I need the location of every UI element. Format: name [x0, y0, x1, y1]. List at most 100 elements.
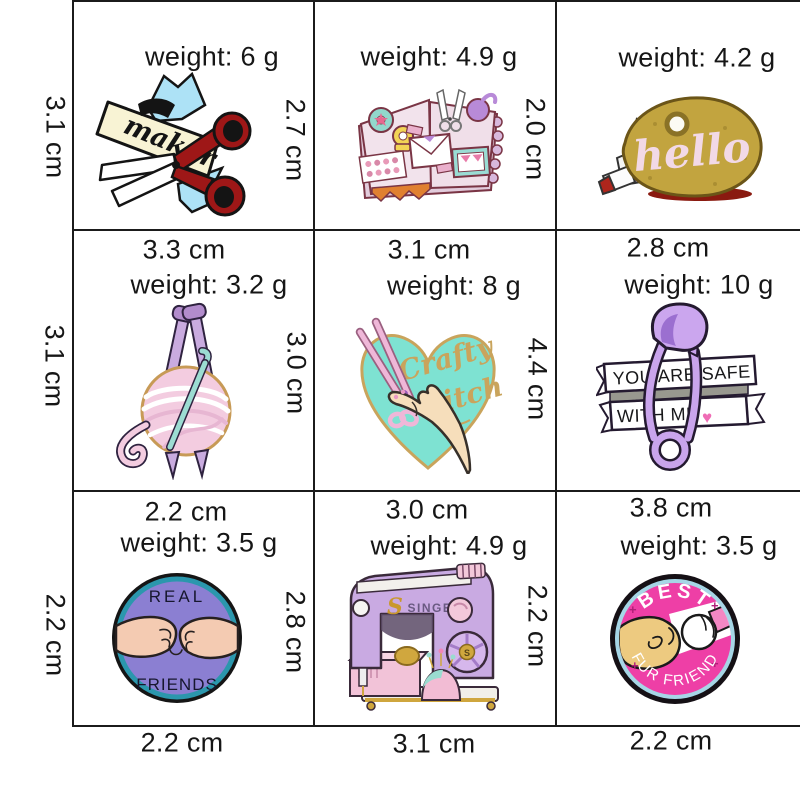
safety-pin-pin-image: YOU ARE SAFE WITH ME ♥: [596, 302, 766, 471]
banner-fold: [138, 98, 175, 118]
washi-strip: [405, 123, 424, 137]
yarn-hook: [481, 93, 498, 104]
badge-text-top: REAL: [149, 587, 205, 606]
real-friends-pin-image: REAL FRIENDS: [112, 573, 242, 703]
scissor-handle-hole: [214, 186, 234, 208]
row-height-label: 3.1 cm: [39, 324, 70, 408]
paw-toes: [700, 615, 715, 638]
badge-face: [112, 573, 242, 703]
craft-journal-pin-image: [357, 88, 504, 203]
machine-foot: [486, 701, 496, 711]
grid-line-top: [72, 0, 800, 2]
yarn-strands: [141, 385, 231, 449]
needle-bar: [358, 667, 368, 687]
machine-foot: [366, 701, 376, 711]
svg-text:+: +: [629, 602, 637, 617]
palette-speckles: [648, 122, 747, 186]
hand: [387, 384, 472, 474]
height-label: 2.8 cm: [280, 590, 311, 674]
row-height-label: 3.1 cm: [40, 95, 71, 179]
svg-text:+: +: [631, 658, 639, 673]
pin-wire: [643, 340, 703, 471]
top-strip: [356, 572, 472, 594]
fist-right: [178, 616, 240, 660]
pin-clasp: [651, 302, 709, 352]
yarn-knitting-pin-image: [116, 302, 232, 480]
fist-knuckle: [668, 627, 675, 645]
washi-strip: [435, 161, 454, 174]
needle-tip: [193, 448, 210, 480]
weight-label: weight: 4.9 g: [370, 530, 528, 561]
tape-dispenser-hole: [398, 131, 408, 141]
height-label: 3.0 cm: [281, 331, 312, 415]
weight-label: weight: 3.2 g: [130, 269, 288, 300]
width-label: 2.2 cm: [144, 496, 228, 527]
hello-palette-pin-image: hello: [597, 96, 763, 201]
singer-machine-pin-image: S SINGER S: [347, 562, 499, 711]
pincushion: [420, 648, 462, 701]
width-label: 2.2 cm: [140, 727, 224, 758]
height-label: 2.7 cm: [280, 98, 311, 182]
tension-dial: [352, 599, 370, 617]
best-fur-friend-pin-image: + + + + BEST FUR FRIEND: [610, 574, 740, 704]
weight-label: weight: 6 g: [145, 41, 279, 72]
badge-text-bottom: FRIENDS: [136, 675, 218, 694]
width-label: 3.1 cm: [392, 728, 476, 759]
fingernail: [400, 389, 406, 395]
palette-card: [358, 150, 408, 184]
weight-label: weight: 8 g: [387, 270, 521, 301]
width-label: 3.1 cm: [387, 234, 471, 265]
width-label: 3.3 cm: [142, 234, 226, 265]
grid-line-bottom: [72, 725, 800, 727]
height-label: 2.2 cm: [522, 584, 553, 668]
banner-top: [602, 354, 758, 394]
paw: [680, 613, 718, 651]
height-label: 2.0 cm: [520, 97, 551, 181]
envelope: [408, 132, 454, 170]
needle-tip: [164, 450, 181, 480]
svg-text:+: +: [711, 656, 719, 671]
sparkles: + + + +: [629, 598, 719, 673]
palette-board: [621, 96, 763, 198]
grid-line-left: [72, 0, 74, 727]
thumb-hole: [664, 111, 690, 137]
photo-frame: [450, 145, 492, 179]
grid-line-row2: [72, 490, 800, 492]
crochet-hook: [166, 347, 212, 451]
width-label: 2.8 cm: [626, 232, 710, 263]
weight-label: weight: 4.9 g: [360, 41, 518, 72]
tape-dispenser-base: [394, 143, 411, 152]
wheel-letter: S: [464, 648, 470, 658]
wheel-center: [458, 643, 476, 661]
singer-logo: S: [387, 594, 403, 620]
fist-thumb-curl: [647, 635, 663, 649]
grid-line-col1: [313, 0, 315, 727]
fingernail: [393, 394, 399, 400]
crafty-heart-pin-image: Crafty Bitch: [355, 317, 507, 474]
grid-line-col2: [555, 0, 557, 727]
scissor-handle-hole: [223, 120, 243, 142]
knob-swirl: [453, 602, 468, 610]
weight-label: weight: 3.5 g: [120, 527, 278, 558]
width-label: 3.8 cm: [629, 492, 713, 523]
palette-script: hello: [631, 122, 752, 181]
fist-left: [114, 615, 178, 658]
grid-line-row1: [72, 229, 800, 231]
thread-spool: [456, 562, 486, 580]
maker-scissors-pin-image: maker: [95, 72, 252, 217]
weight-label: weight: 3.5 g: [620, 530, 778, 561]
knuckle-lines: [159, 628, 195, 656]
banner-bottom-fork: [598, 400, 614, 434]
pin-clasp-inner: [660, 314, 678, 346]
bobbin-gold: [394, 646, 420, 666]
width-label: 3.0 cm: [385, 494, 469, 525]
weight-label: weight: 4.2 g: [618, 42, 776, 73]
scissors-icon: [436, 88, 466, 132]
width-label: 2.2 cm: [629, 725, 713, 756]
height-label: 4.4 cm: [522, 337, 553, 421]
weight-label: weight: 10 g: [624, 269, 774, 300]
scissor-screw: [172, 161, 180, 169]
ribbon-top: [146, 72, 207, 123]
pink-knob: [447, 597, 473, 623]
